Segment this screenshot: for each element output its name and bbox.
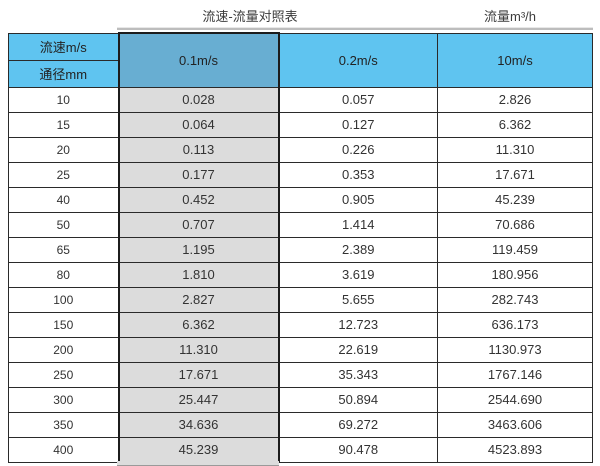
table-row: 350 34.636 69.272 3463.606	[8, 411, 593, 438]
diameter-cell: 40	[8, 186, 119, 213]
table-row: 80 1.810 3.619 180.956	[8, 261, 593, 288]
flow-value-cell: 0.064	[117, 111, 280, 138]
header-row-velocity: 流速m/s 0.1m/s 0.2m/s 10m/s	[8, 32, 593, 88]
flow-value-cell: 69.272	[278, 411, 438, 438]
table-row: 25 0.177 0.353 17.671	[8, 161, 593, 188]
flow-value-cell: 17.671	[117, 361, 280, 388]
flow-value-cell: 3.619	[278, 261, 438, 288]
column-header-velocity-10: 10m/s	[437, 32, 593, 88]
diameter-cell: 80	[8, 261, 119, 288]
table-row: 40 0.452 0.905 45.239	[8, 186, 593, 213]
flow-value-cell: 34.636	[117, 411, 280, 438]
table-row: 100 2.827 5.655 282.743	[8, 286, 593, 313]
diameter-cell: 400	[8, 436, 119, 463]
flow-value-cell: 1.810	[117, 261, 280, 288]
flow-value-cell: 90.478	[278, 436, 438, 463]
corner-diameter-label: 通径mm	[8, 59, 119, 88]
diameter-cell: 250	[8, 361, 119, 388]
diameter-cell: 10	[8, 86, 119, 113]
diameter-cell: 300	[8, 386, 119, 413]
header-row-diameter: 通径mm	[8, 59, 593, 88]
table-row: 150 6.362 12.723 636.173	[8, 311, 593, 338]
flow-value-cell: 1130.973	[437, 336, 593, 363]
flow-value-cell: 25.447	[117, 386, 280, 413]
column-header-velocity-0-1: 0.1m/s	[117, 32, 280, 88]
table-row: 300 25.447 50.894 2544.690	[8, 386, 593, 413]
flow-value-cell: 2544.690	[437, 386, 593, 413]
flow-value-cell: 2.826	[437, 86, 593, 113]
diameter-cell: 25	[8, 161, 119, 188]
flow-value-cell: 6.362	[117, 311, 280, 338]
flow-value-cell: 1.195	[117, 236, 280, 263]
diameter-cell: 200	[8, 336, 119, 363]
flow-value-cell: 35.343	[278, 361, 438, 388]
column-header-velocity-0-2: 0.2m/s	[278, 32, 438, 88]
flow-value-cell: 4523.893	[437, 436, 593, 463]
table-row: 250 17.671 35.343 1767.146	[8, 361, 593, 388]
table-row: 15 0.064 0.127 6.362	[8, 111, 593, 138]
flow-value-cell: 1.414	[278, 211, 438, 238]
flow-value-cell: 0.113	[117, 136, 280, 163]
diameter-cell: 65	[8, 236, 119, 263]
flow-unit-label: 流量m³/h	[483, 9, 537, 24]
flow-value-cell: 11.310	[117, 336, 280, 363]
flow-value-cell: 2.389	[278, 236, 438, 263]
flow-value-cell: 2.827	[117, 286, 280, 313]
flow-value-cell: 6.362	[437, 111, 593, 138]
table-row: 65 1.195 2.389 119.459	[8, 236, 593, 263]
flow-value-cell: 0.452	[117, 186, 280, 213]
flow-value-cell: 0.127	[278, 111, 438, 138]
highlight-column-bottom-shadow	[117, 461, 279, 466]
flow-value-cell: 5.655	[278, 286, 438, 313]
flow-value-cell: 0.177	[117, 161, 280, 188]
flow-value-cell: 45.239	[117, 436, 280, 463]
flow-value-cell: 22.619	[278, 336, 438, 363]
table-row: 400 45.239 90.478 4523.893	[8, 436, 593, 463]
flow-value-cell: 12.723	[278, 311, 438, 338]
flow-value-cell: 636.173	[437, 311, 593, 338]
flow-value-cell: 1767.146	[437, 361, 593, 388]
diameter-cell: 50	[8, 211, 119, 238]
flow-value-cell: 119.459	[437, 236, 593, 263]
diameter-cell: 350	[8, 411, 119, 438]
diameter-cell: 100	[8, 286, 119, 313]
table-row: 200 11.310 22.619 1130.973	[8, 336, 593, 363]
flow-value-cell: 17.671	[437, 161, 593, 188]
table-header: 流速m/s 0.1m/s 0.2m/s 10m/s 通径mm	[8, 32, 593, 88]
table-row: 50 0.707 1.414 70.686	[8, 211, 593, 238]
flow-value-cell: 70.686	[437, 211, 593, 238]
corner-velocity-label: 流速m/s	[8, 32, 119, 61]
flow-value-cell: 282.743	[437, 286, 593, 313]
diameter-cell: 20	[8, 136, 119, 163]
table-title: 流速-流量对照表	[202, 9, 298, 24]
flow-value-cell: 0.353	[278, 161, 438, 188]
flow-value-cell: 11.310	[437, 136, 593, 163]
flow-value-cell: 0.028	[117, 86, 280, 113]
flow-value-cell: 0.707	[117, 211, 280, 238]
table-body: 10 0.028 0.057 2.826 15 0.064 0.127 6.362 20 0.11…	[8, 86, 593, 463]
flow-rate-table: 流速m/s 0.1m/s 0.2m/s 10m/s 通径mm 10 0.028 0.…	[8, 32, 593, 463]
diameter-cell: 150	[8, 311, 119, 338]
flow-value-cell: 45.239	[437, 186, 593, 213]
table-row: 10 0.028 0.057 2.826	[8, 86, 593, 113]
flow-value-cell: 3463.606	[437, 411, 593, 438]
flow-value-cell: 0.226	[278, 136, 438, 163]
table-row: 20 0.113 0.226 11.310	[8, 136, 593, 163]
flow-value-cell: 0.057	[278, 86, 438, 113]
table-top-shadow	[117, 27, 593, 30]
flow-value-cell: 180.956	[437, 261, 593, 288]
flow-value-cell: 0.905	[278, 186, 438, 213]
flow-value-cell: 50.894	[278, 386, 438, 413]
diameter-cell: 15	[8, 111, 119, 138]
